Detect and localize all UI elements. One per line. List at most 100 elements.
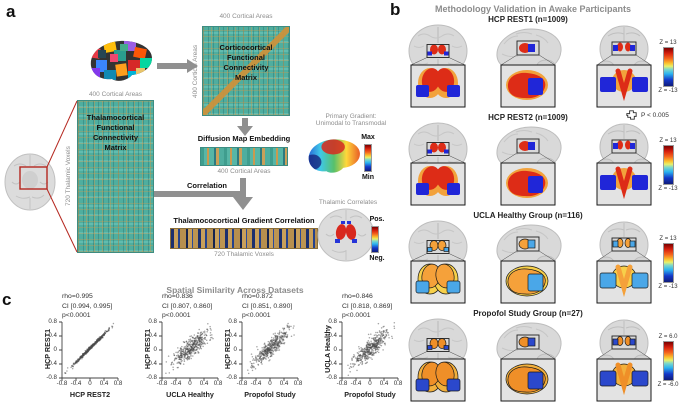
- axial-brain-thumbnail: [4, 153, 56, 211]
- x-axis-label: Propofol Study: [244, 390, 296, 399]
- primary-gradient-title: Primary Gradient: Unimodal to Transmodal: [315, 113, 387, 127]
- p-threshold-legend: P < 0.005: [624, 108, 669, 122]
- x-tick-label: 0.8: [393, 380, 403, 387]
- tc-matrix-top-label: 400 Cortical Areas: [88, 91, 143, 98]
- panel-b: b Methodology Validation in Awake Partic…: [388, 0, 685, 411]
- rho-value: rho=0.836: [162, 293, 193, 300]
- rho-value: rho=0.995: [62, 293, 93, 300]
- axial-brain-map: [398, 220, 478, 305]
- p-value: p<0.0001: [62, 312, 91, 320]
- dataset-title: UCLA Healthy Group (n=116): [473, 211, 583, 220]
- y-tick-label: -0.4: [226, 360, 237, 367]
- gradient-colorbar: [364, 144, 372, 172]
- thalamic-correlates-title: Thalamic Correlates: [318, 199, 378, 206]
- colorbar-gradient: [662, 341, 674, 381]
- correlation-stats: rho=0.872 CI [0.851, 0.890] p<0.0001: [242, 292, 292, 321]
- y-tick-label: 0.8: [148, 318, 157, 325]
- x-tick-label: 0.4: [279, 380, 289, 387]
- colorbar-gradient: [662, 145, 674, 185]
- panel-b-label: b: [390, 0, 401, 19]
- dataset-title: HCP REST1 (n=1009): [488, 15, 568, 24]
- gradient-max-label: Max: [361, 134, 375, 141]
- panel-b-title: Methodology Validation in Awake Particip…: [434, 4, 632, 14]
- colorbar-max-label: Z = 6.0: [658, 334, 678, 340]
- parcellated-brain-image: [90, 40, 152, 81]
- validation-row: HCP REST2 (n=1009) Z = 13 Z = -13: [388, 111, 685, 209]
- x-tick-label: 0.8: [213, 380, 223, 387]
- ci-value: CI [0.807, 0.860]: [162, 302, 213, 310]
- scatter-canvas: [59, 321, 119, 381]
- coronal-brain-map: [584, 220, 664, 305]
- colorbar-min-label: Z = -13: [658, 284, 678, 290]
- sagittal-brain-map: [488, 318, 568, 403]
- x-tick-label: 0: [88, 380, 92, 387]
- p-value: p<0.0001: [162, 312, 191, 320]
- dataset-title: Propofol Study Group (n=27): [473, 309, 583, 318]
- scatter-plot: rho=0.872 CI [0.851, 0.890] p<0.0001 HCP…: [220, 290, 310, 411]
- coronal-brain-map: [584, 318, 664, 403]
- p-threshold-label: P < 0.005: [641, 111, 669, 119]
- diffusion-title: Diffusion Map Embedding: [197, 134, 291, 143]
- correlation-label: Correlation: [186, 181, 227, 190]
- y-tick-label: 0.8: [328, 318, 337, 325]
- cc-matrix-title: Corticocortical Functional Connectivity …: [219, 43, 273, 83]
- y-tick-label: -0.8: [226, 374, 237, 381]
- y-tick-label: 0.4: [228, 332, 237, 339]
- y-tick-label: 0.4: [328, 332, 337, 339]
- p-value: p<0.0001: [242, 312, 271, 320]
- panel-c-title: Spatial Similarity Across Datasets: [166, 285, 304, 295]
- colorbar-max-label: Z = 13: [659, 236, 677, 242]
- ci-value: CI [0.994, 0.995]: [62, 302, 113, 310]
- validation-row: HCP REST1 (n=1009) Z = 13 Z = -13: [388, 13, 685, 111]
- y-tick-label: -0.8: [146, 374, 157, 381]
- scatter-plot: rho=0.995 CI [0.994, 0.995] p<0.0001 HCP…: [40, 290, 130, 411]
- neg-label: Neg.: [369, 255, 385, 262]
- colorbar-min-label: Z = -6.0: [657, 382, 679, 388]
- validation-row: Propofol Study Group (n=27) Z = 6.0 Z = …: [388, 307, 685, 405]
- cc-matrix-side-label: 400 Cortical Areas: [192, 44, 199, 98]
- y-tick-label: 0.8: [228, 318, 237, 325]
- x-tick-label: 0: [268, 380, 272, 387]
- axial-brain-map: [398, 122, 478, 207]
- diffusion-embedding-strip: [200, 147, 288, 166]
- panel-a-label: a: [6, 2, 16, 21]
- sagittal-brain-map: [488, 122, 568, 207]
- correlation-stats: rho=0.846 CI [0.818, 0.869] p<0.0001: [342, 292, 392, 321]
- z-colorbar: Z = 13 Z = -13: [653, 40, 683, 94]
- sagittal-brain-map: [488, 24, 568, 109]
- thalamic-correlates-brain: [317, 208, 375, 262]
- y-tick-label: 0: [53, 346, 57, 353]
- x-tick-label: 0.8: [293, 380, 303, 387]
- rho-value: rho=0.846: [342, 293, 373, 300]
- correlation-stats: rho=0.995 CI [0.994, 0.995] p<0.0001: [62, 292, 112, 321]
- z-colorbar: Z = 6.0 Z = -6.0: [653, 334, 683, 388]
- coronal-brain-map: [584, 24, 664, 109]
- y-tick-label: 0: [233, 346, 237, 353]
- x-tick-label: -0.8: [236, 380, 248, 387]
- x-tick-label: 0.4: [99, 380, 109, 387]
- x-axis-label: HCP REST2: [69, 390, 111, 399]
- x-tick-label: -0.4: [350, 380, 362, 387]
- ci-value: CI [0.818, 0.869]: [342, 302, 393, 310]
- gradient-min-label: Min: [361, 174, 375, 181]
- x-tick-label: -0.4: [170, 380, 182, 387]
- ci-value: CI [0.851, 0.890]: [242, 302, 293, 310]
- axial-brain-map: [398, 318, 478, 403]
- cc-matrix-top-label: 400 Cortical Areas: [219, 13, 273, 20]
- y-tick-label: 0.4: [148, 332, 157, 339]
- scatter-plot: rho=0.836 CI [0.807, 0.860] p<0.0001 HCP…: [140, 290, 230, 411]
- cluster-outline-icon: [626, 110, 637, 120]
- x-tick-label: -0.8: [56, 380, 68, 387]
- colorbar-max-label: Z = 13: [659, 138, 677, 144]
- y-tick-label: -0.4: [326, 360, 337, 367]
- y-tick-label: 0.4: [48, 332, 57, 339]
- x-tick-label: 0.8: [113, 380, 123, 387]
- scatter-canvas: [159, 321, 219, 381]
- x-tick-label: -0.8: [156, 380, 168, 387]
- gradient-brain-image: [308, 139, 360, 173]
- dataset-title: HCP REST2 (n=1009): [488, 113, 568, 122]
- pos-label: Pos.: [369, 216, 385, 223]
- x-axis-label: UCLA Healthy: [166, 390, 214, 399]
- tc-matrix-side-label: 720 Thalamic Voxels: [65, 146, 72, 207]
- scatter-plot: rho=0.846 CI [0.818, 0.869] p<0.0001 UCL…: [320, 290, 410, 411]
